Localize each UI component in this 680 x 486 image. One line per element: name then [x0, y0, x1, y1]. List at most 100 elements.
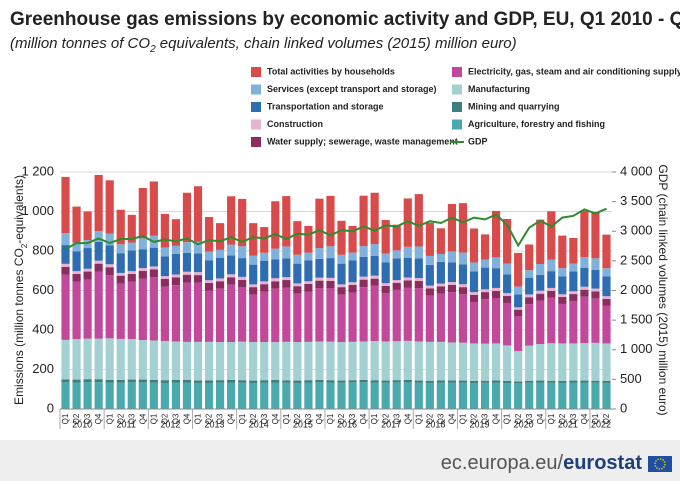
bar-segment	[61, 245, 70, 264]
x-group-label: 2015	[293, 419, 313, 429]
y2-tick-label: 500	[620, 371, 642, 386]
bar-segment	[215, 249, 225, 258]
bar-segment	[525, 244, 534, 271]
bar-segment	[436, 382, 445, 409]
x-group-label: 2010	[72, 419, 92, 429]
bar-segment	[326, 280, 335, 289]
x-group-label: 2020	[514, 419, 534, 429]
legend-swatch	[452, 102, 462, 112]
bar-segment	[227, 196, 236, 245]
bar-segment	[436, 228, 445, 254]
bar-segment	[138, 278, 147, 341]
bar-segment	[326, 382, 335, 409]
bar-segment	[271, 288, 280, 343]
bar-segment	[105, 264, 114, 268]
bar-segment	[436, 380, 445, 383]
x-tick-label: Q4	[536, 413, 545, 424]
bar-segment	[249, 284, 258, 288]
bar-segment	[271, 278, 280, 282]
bar-segment	[547, 259, 556, 272]
bar-segment	[558, 297, 567, 304]
bar-segment	[160, 256, 169, 277]
x-tick-label: Q1	[503, 413, 512, 424]
bar-segment	[348, 252, 357, 261]
x-tick-label: Q3	[525, 413, 534, 424]
y2-tick-label: 1 500	[620, 312, 653, 327]
bar-segment	[227, 382, 236, 409]
bar-segment	[569, 294, 578, 301]
x-tick-label: Q3	[569, 413, 578, 424]
bar-segment	[138, 270, 147, 279]
bar-segment	[260, 380, 269, 383]
x-tick-label: Q2	[514, 413, 523, 424]
bar-segment	[315, 341, 324, 380]
bar-segment	[514, 294, 523, 308]
bar-segment	[536, 274, 545, 291]
bar-segment	[514, 309, 523, 317]
bar-segment	[392, 382, 401, 409]
bar-segment	[536, 219, 545, 265]
bar-segment	[149, 269, 158, 278]
bar-segment	[558, 268, 567, 277]
bar-segment	[260, 291, 269, 343]
x-tick-label: Q2	[381, 413, 390, 424]
legend-swatch	[251, 119, 261, 130]
x-tick-label: Q2	[470, 413, 479, 424]
bar-segment	[282, 258, 291, 278]
x-tick-label: Q4	[94, 413, 103, 424]
bar-segment	[105, 379, 114, 383]
bar-segment	[469, 292, 479, 295]
bar-segment	[249, 287, 258, 295]
bar-segment	[260, 227, 269, 253]
bar-segment	[105, 338, 114, 380]
bar-segment	[204, 341, 214, 381]
bar-segment	[458, 294, 468, 343]
bar-segment	[381, 262, 390, 284]
bar-segment	[215, 380, 225, 383]
bar-segment	[514, 381, 523, 384]
bar-segment	[304, 380, 313, 383]
bar-segment	[414, 258, 423, 279]
bar-segment	[260, 281, 269, 285]
bar-segment	[182, 271, 192, 275]
bar-segment	[370, 285, 379, 342]
x-tick-label: Q2	[337, 413, 346, 424]
bar-segment	[94, 174, 103, 232]
bar-segment	[458, 252, 468, 265]
bar-segment	[116, 275, 125, 284]
bar-segment	[436, 286, 445, 294]
bar-segment	[436, 253, 445, 262]
bar-segment	[271, 201, 280, 249]
bar-segment	[370, 341, 379, 381]
bar-segment	[569, 263, 578, 272]
bar-segment	[61, 382, 70, 409]
bar-segment	[536, 264, 545, 275]
bar-segment	[491, 268, 501, 288]
bar-segment	[558, 380, 567, 383]
legend-swatch	[251, 84, 261, 95]
legend-swatch	[452, 119, 462, 130]
bar-segment	[491, 380, 501, 383]
bar-segment	[480, 267, 490, 290]
bar-segment	[447, 380, 457, 383]
bar-segment	[204, 251, 214, 261]
bar-segment	[193, 275, 203, 283]
x-tick-label: Q2	[293, 413, 302, 424]
bar-segment	[580, 343, 589, 381]
bar-segment	[425, 382, 434, 409]
bar-segment	[238, 287, 247, 342]
bar-segment	[171, 253, 181, 275]
bar-segment	[403, 280, 412, 288]
bar-segment	[94, 241, 103, 261]
x-group-label: 2013	[205, 419, 225, 429]
bar-segment	[558, 303, 567, 344]
x-tick-label: Q3	[304, 413, 313, 424]
bar-segment	[171, 285, 181, 342]
x-tick-label: Q4	[448, 413, 457, 424]
bar-segment	[591, 291, 600, 299]
bar-segment	[392, 224, 401, 251]
bar-segment	[204, 280, 214, 283]
chart-title: Greenhouse gas emissions by economic act…	[10, 9, 680, 30]
bar-segment	[271, 382, 280, 409]
bar-segment	[282, 287, 291, 342]
